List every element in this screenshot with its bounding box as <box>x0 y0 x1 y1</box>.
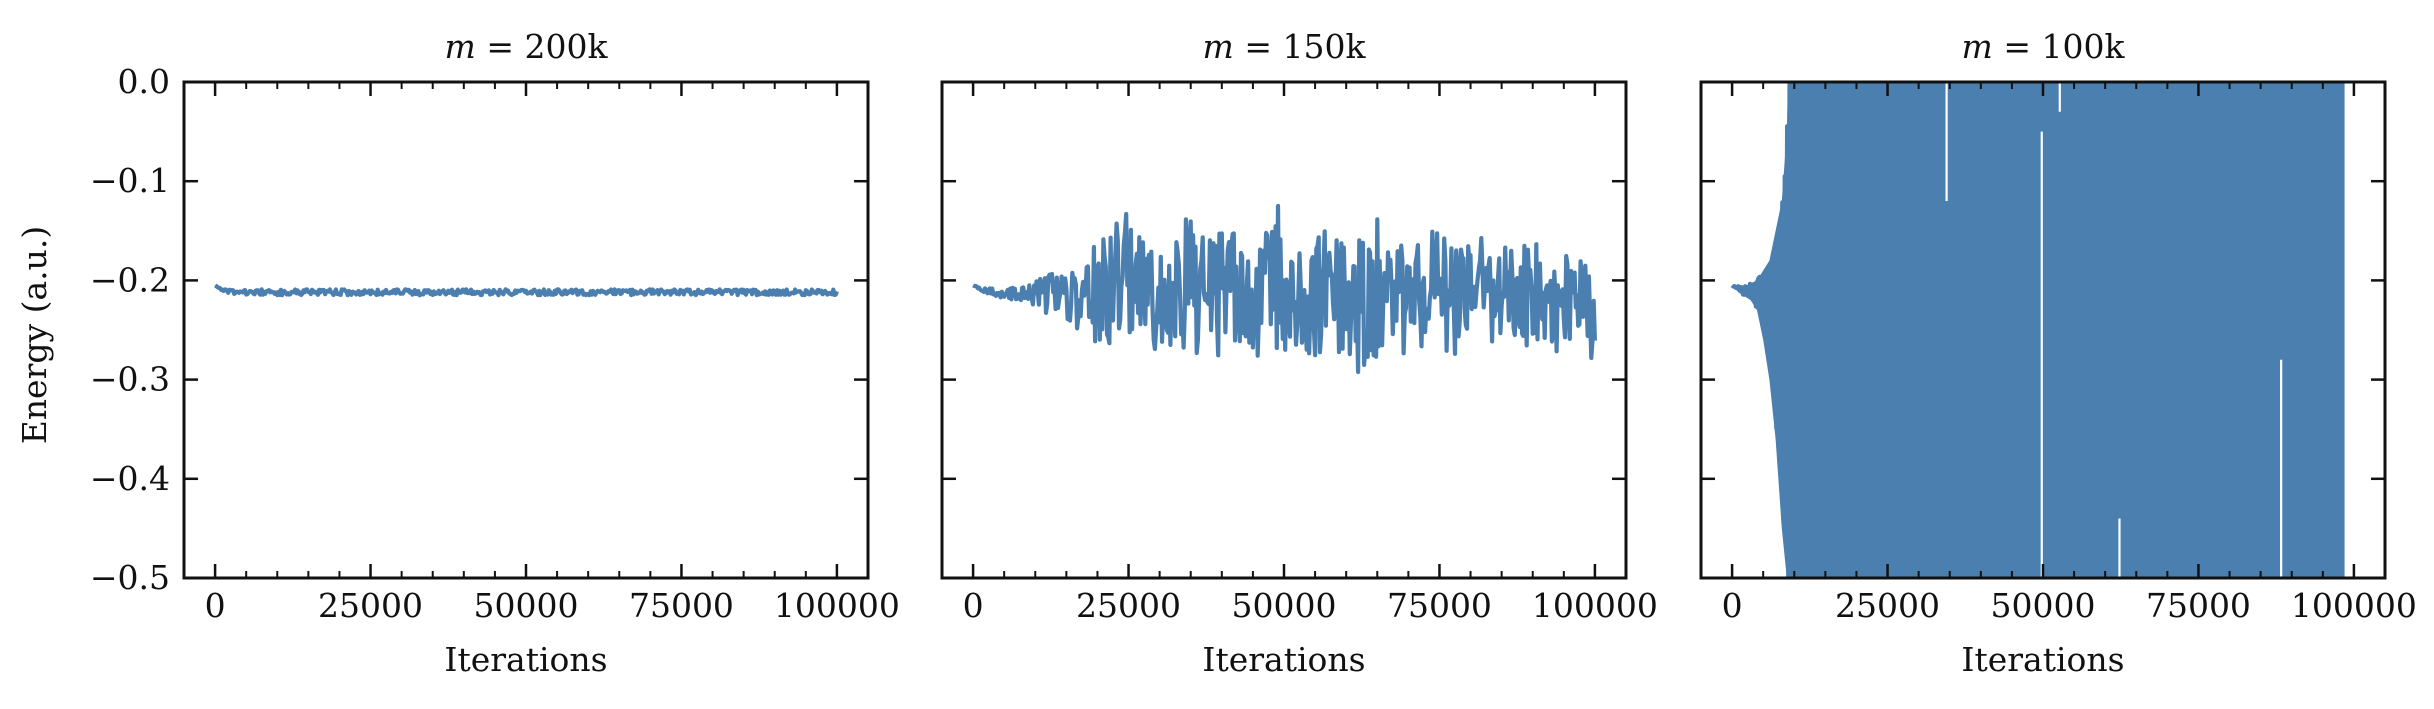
series-line <box>1730 82 2356 578</box>
x-tick-label: 100000 <box>2291 586 2417 625</box>
x-tick-label: 50000 <box>1991 586 2096 625</box>
subplot-title-value: = 150k <box>1234 27 1367 66</box>
subplot-title-value: = 100k <box>1993 27 2126 66</box>
subplot-title-variable: m <box>1203 27 1234 66</box>
x-tick-label: 0 <box>1722 586 1743 625</box>
y-tick-label: −0.1 <box>90 161 170 200</box>
subplot-title: m = 150k <box>1203 27 1367 66</box>
subplot-title: m = 100k <box>1962 27 2126 66</box>
y-tick-label: −0.2 <box>90 260 170 299</box>
x-tick-label: 25000 <box>1835 586 1940 625</box>
x-axis-label: Iterations <box>1202 640 1365 679</box>
x-tick-label: 25000 <box>318 586 423 625</box>
x-tick-label: 100000 <box>774 586 900 625</box>
y-tick-label: −0.3 <box>90 360 170 399</box>
plot-area <box>1730 82 2385 578</box>
y-axis-label: Energy (a.u.) <box>15 226 54 445</box>
x-tick-label: 75000 <box>1387 586 1492 625</box>
subplot-title: m = 200k <box>445 27 609 66</box>
y-tick-label: −0.5 <box>90 558 170 597</box>
x-tick-label: 75000 <box>629 586 734 625</box>
y-tick-label: 0.0 <box>118 62 170 101</box>
subplot-3: m = 100k 0 25000 50000 75000 100000 Iterations <box>1699 27 2417 679</box>
subplot-2: m = 150k 0 25000 50000 75000 100000 Iterations <box>940 27 1658 679</box>
x-tick-label: 50000 <box>1232 586 1337 625</box>
subplot-title-variable: m <box>1962 27 1993 66</box>
x-tick-label: 50000 <box>474 586 579 625</box>
subplots: m = 200k 0 25000 50000 75000 100000 0.0 −0.1 −0.… <box>90 27 2417 679</box>
subplot-title-value: = 200k <box>476 27 609 66</box>
series-end-gap <box>2344 82 2385 578</box>
x-axis-label: Iterations <box>1961 640 2124 679</box>
subplot-title-variable: m <box>445 27 476 66</box>
subplot-1: m = 200k 0 25000 50000 75000 100000 0.0 −0.1 −0.… <box>90 27 900 679</box>
x-tick-label: 0 <box>205 586 226 625</box>
x-tick-label: 75000 <box>2146 586 2251 625</box>
x-tick-label: 100000 <box>1532 586 1658 625</box>
series-line <box>972 203 1597 375</box>
plot-area <box>214 283 839 298</box>
x-tick-label: 25000 <box>1076 586 1181 625</box>
x-tick-label: 0 <box>963 586 984 625</box>
plot-area <box>972 203 1597 375</box>
y-tick-label: −0.4 <box>90 459 170 498</box>
series-line <box>214 283 839 298</box>
x-axis-label: Iterations <box>444 640 607 679</box>
